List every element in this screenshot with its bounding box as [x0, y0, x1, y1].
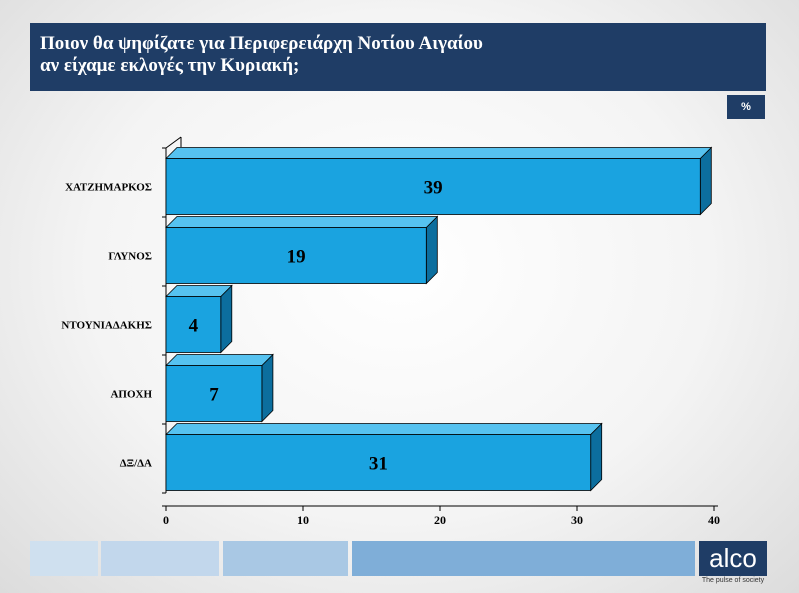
- chart-title-line-2: αν είχαμε εκλογές την Κυριακή;: [40, 55, 300, 76]
- x-tick-label: 30: [571, 513, 583, 527]
- bar-top: [165, 285, 233, 297]
- footer-strip-segment: [30, 541, 98, 576]
- category-label: ΝΤΟΥΝΙΑΔΑΚΗΣ: [61, 320, 152, 332]
- bar: [165, 296, 222, 353]
- bar-value-label: 4: [189, 316, 199, 337]
- logo-tagline: The pulse of society: [701, 577, 765, 584]
- footer-strip-segment: [223, 541, 348, 576]
- bar: [165, 227, 427, 284]
- bar-top: [165, 423, 603, 435]
- bar-side: [425, 215, 438, 285]
- alco-logo: alco: [699, 541, 767, 576]
- bar-side: [590, 422, 603, 492]
- bar-top: [165, 147, 713, 159]
- unit-badge: %: [727, 95, 765, 119]
- x-tick-label: 0: [163, 513, 169, 527]
- bar: [165, 365, 263, 422]
- bar-side: [699, 146, 712, 216]
- bar: [165, 434, 592, 491]
- category-label: ΧΑΤΖΗΜΑΡΚΟΣ: [65, 182, 152, 194]
- footer-strip-segment: [352, 541, 695, 576]
- category-label: ΔΞ/ΔΑ: [120, 458, 152, 470]
- bar-value-label: 7: [209, 385, 219, 406]
- category-label: ΓΛΥΝΟΣ: [108, 251, 152, 263]
- bar: [165, 158, 701, 215]
- bar-side: [220, 284, 233, 354]
- bar-value-label: 39: [424, 178, 443, 199]
- bar-value-label: 31: [369, 454, 388, 475]
- axis-depth-line: [165, 136, 182, 149]
- footer-strip-segment: [101, 541, 219, 576]
- x-tick-label: 40: [708, 513, 720, 527]
- bar-value-label: 19: [287, 247, 306, 268]
- chart-title-line-1: Ποιον θα ψηφίζατε για Περιφερειάρχη Νοτί…: [40, 33, 483, 54]
- x-tick-label: 10: [297, 513, 309, 527]
- bar-top: [165, 216, 439, 228]
- bar-top: [165, 354, 274, 366]
- category-label: ΑΠΟΧΗ: [110, 389, 152, 401]
- bar-side: [261, 353, 274, 423]
- x-tick-label: 20: [434, 513, 446, 527]
- title-banner: Ποιον θα ψηφίζατε για Περιφερειάρχη Νοτί…: [30, 23, 766, 91]
